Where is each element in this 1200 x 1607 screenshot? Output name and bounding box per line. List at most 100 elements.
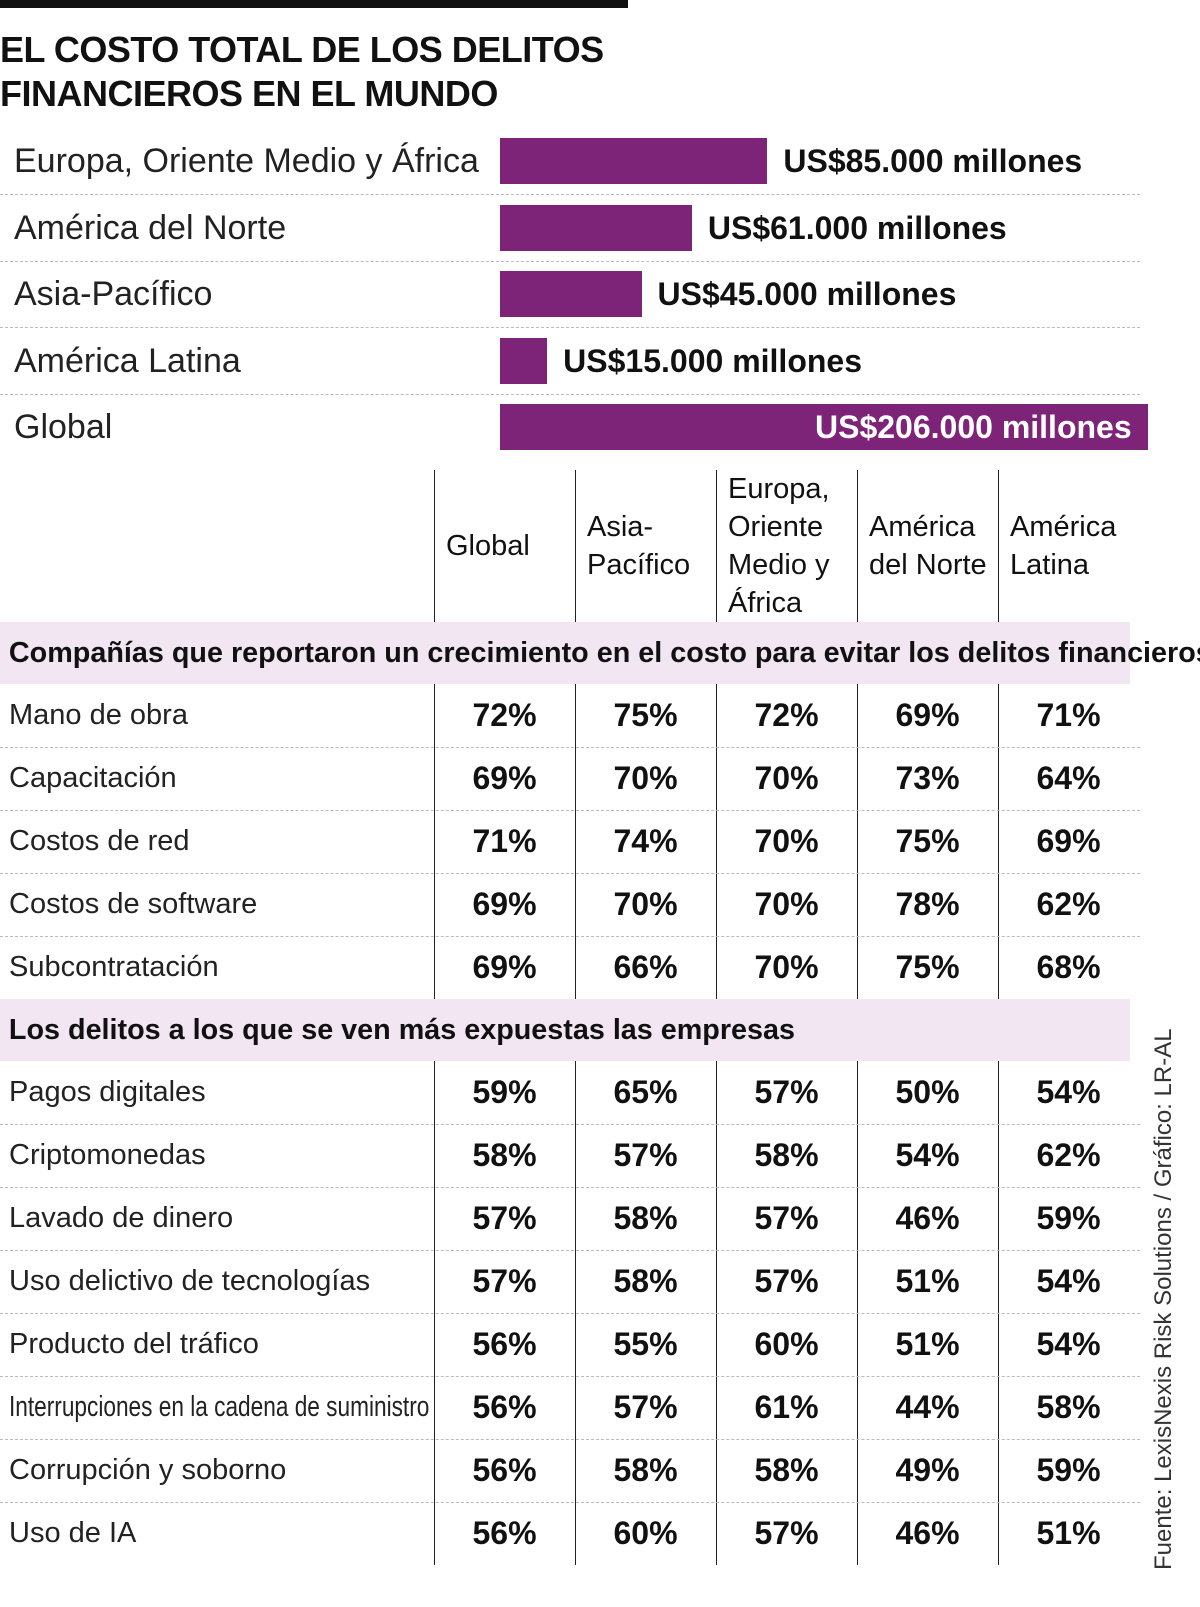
cell-value: 69%: [1036, 823, 1101, 859]
cell-value: 51%: [1036, 1515, 1101, 1551]
cell-value: 75%: [895, 949, 960, 985]
column-header: América del Norte: [869, 511, 987, 581]
row-label: Capacitación: [9, 762, 177, 794]
cell-value: 46%: [895, 1515, 960, 1551]
row-separator: [0, 1313, 1140, 1314]
cell-value: 59%: [1036, 1452, 1101, 1488]
row-label: Uso delictivo de tecnologías: [9, 1265, 371, 1297]
bar: [500, 204, 692, 251]
cell-value: 58%: [754, 1137, 819, 1173]
cell-value: 54%: [1036, 1263, 1101, 1299]
cell-value: 56%: [472, 1515, 537, 1551]
cell-value: 60%: [754, 1326, 819, 1362]
section-header: Compañías que reportaron un crecimiento …: [0, 622, 1200, 684]
cell-value: 58%: [1036, 1389, 1101, 1425]
row-separator: [0, 873, 1140, 874]
bar-value-label: US$45.000 millones: [657, 276, 957, 312]
cell-value: 70%: [754, 949, 819, 985]
bar-value-label: US$61.000 millones: [707, 209, 1007, 246]
bar-label: Global: [14, 408, 113, 446]
cell-value: 56%: [472, 1326, 537, 1362]
source: Fuente: LexisNexis Risk Solutions / Gráf…: [1150, 1028, 1177, 1570]
cell-value: 70%: [754, 760, 819, 796]
cell-value: 57%: [613, 1137, 678, 1173]
cell-value: 57%: [754, 1515, 819, 1551]
cell-value: 75%: [613, 697, 678, 733]
cell-value: 58%: [613, 1263, 678, 1299]
bar: [500, 337, 548, 384]
cell-value: 44%: [895, 1389, 960, 1425]
row-separator: [0, 260, 1140, 262]
cell-value: 46%: [895, 1200, 960, 1236]
section-header: Los delitos a los que se ven más expuest…: [0, 999, 1130, 1061]
bar-label: Europa, Oriente Medio y África: [14, 142, 479, 180]
column-header: Europa, Oriente Medio y África: [728, 473, 830, 619]
row-label: Criptomonedas: [9, 1139, 206, 1171]
row-label: Pagos digitales: [9, 1076, 206, 1108]
bar-label: América del Norte: [14, 208, 287, 247]
column-header: Global: [446, 530, 530, 562]
row-label: Producto del tráfico: [9, 1328, 259, 1360]
cell-value: 72%: [754, 697, 819, 733]
column-header: América Latina: [1010, 511, 1117, 581]
column-header: Asia-Pacífico: [587, 511, 691, 581]
bar: [500, 138, 768, 184]
cell-value: 75%: [895, 823, 960, 859]
cell-value: 64%: [1036, 760, 1101, 796]
row-separator: [0, 1439, 1140, 1440]
cell-value: 71%: [1036, 697, 1101, 733]
cell-value: 70%: [613, 886, 678, 922]
cell-value: 60%: [613, 1515, 678, 1551]
cell-value: 49%: [895, 1452, 960, 1488]
row-label: Mano de obra: [9, 699, 188, 731]
bar: [500, 404, 1148, 450]
row-label: Interrupciones en la cadena de suministr…: [9, 1391, 430, 1423]
row-separator: [0, 936, 1140, 937]
cell-value: 50%: [895, 1074, 960, 1110]
cell-value: 58%: [472, 1137, 537, 1173]
cell-value: 73%: [895, 760, 960, 796]
row-label: Costos de red: [9, 825, 190, 857]
cell-value: 70%: [754, 823, 819, 859]
cell-value: 57%: [754, 1200, 819, 1236]
cell-value: 54%: [1036, 1326, 1101, 1362]
row-label: Lavado de dinero: [9, 1202, 234, 1234]
cell-value: 57%: [472, 1263, 537, 1299]
bar-value-label: US$206.000 millones: [815, 409, 1132, 445]
cell-value: 58%: [754, 1452, 819, 1488]
cell-value: 72%: [472, 697, 537, 733]
cell-value: 66%: [613, 949, 678, 985]
row-separator: [0, 1187, 1140, 1188]
cell-value: 54%: [895, 1137, 960, 1173]
bar-label: Asia-Pacífico: [14, 275, 213, 313]
row-label: Subcontratación: [9, 951, 219, 983]
bar-value-label: US$15.000 millones: [563, 342, 862, 379]
row-separator: [0, 810, 1140, 811]
row-separator: [0, 1124, 1140, 1125]
cell-value: 55%: [613, 1326, 678, 1362]
cell-value: 69%: [472, 949, 537, 985]
cell-value: 58%: [613, 1200, 678, 1236]
row-separator: [0, 327, 1140, 328]
cell-value: 51%: [895, 1263, 960, 1299]
cell-value: 51%: [895, 1326, 960, 1362]
bar: [500, 271, 642, 317]
row-separator: [0, 1250, 1140, 1251]
cell-value: 57%: [613, 1389, 678, 1425]
cell-value: 71%: [472, 823, 537, 859]
cell-value: 70%: [754, 886, 819, 922]
cell-value: 74%: [613, 823, 678, 859]
chart-title: EL COSTO TOTAL DE LOS DELITOS FINANCIERO…: [0, 29, 604, 114]
cell-value: 54%: [1036, 1074, 1101, 1110]
cell-value: 62%: [1036, 886, 1101, 922]
row-separator: [0, 1376, 1140, 1377]
cell-value: 70%: [613, 760, 678, 796]
cell-value: 59%: [1036, 1200, 1101, 1236]
row-separator: [0, 393, 1140, 395]
cell-value: 58%: [613, 1452, 678, 1488]
cell-value: 62%: [1036, 1137, 1101, 1173]
row-separator: [0, 194, 1140, 195]
row-separator: [0, 747, 1140, 748]
cell-value: 68%: [1036, 949, 1101, 985]
